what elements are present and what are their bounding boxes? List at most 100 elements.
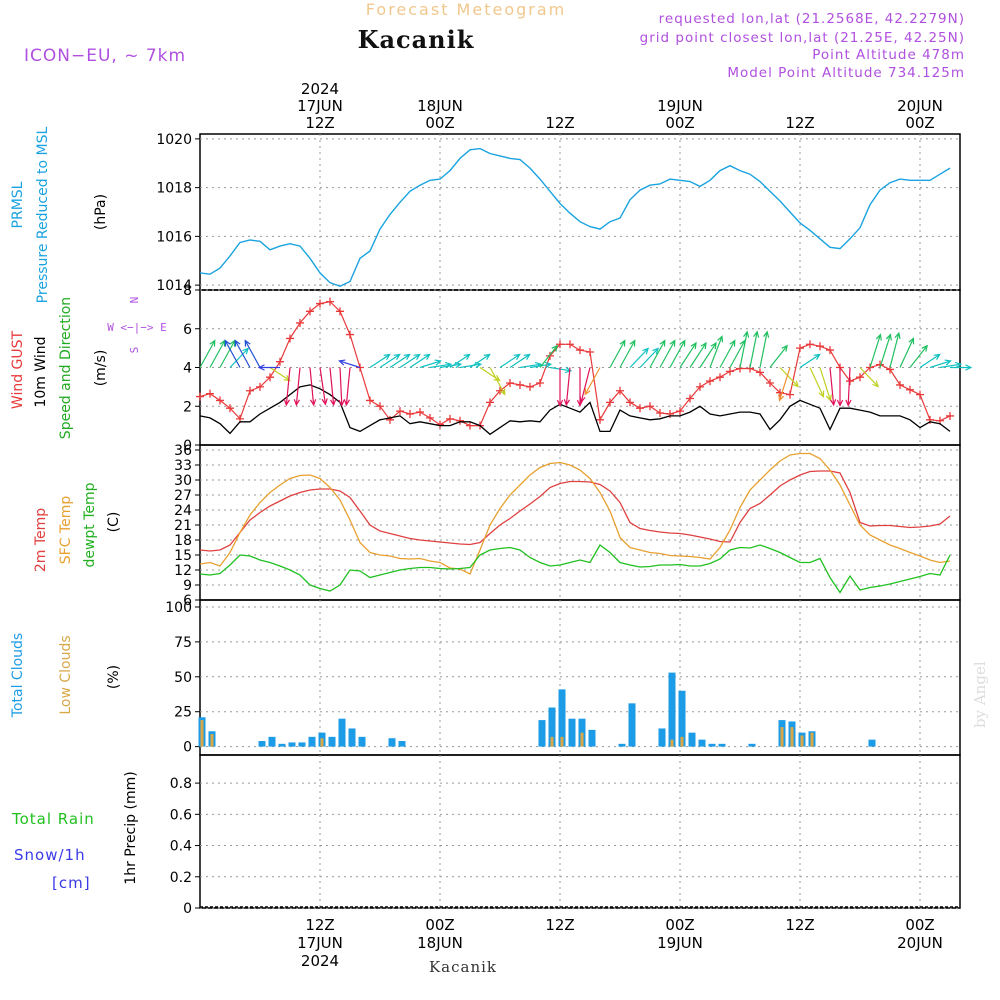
wind-arrowhead: [403, 353, 411, 360]
gust-point: [766, 379, 774, 387]
total-cloud-bar: [258, 741, 266, 747]
y-tick-label: 0: [183, 438, 192, 454]
wind-arrowhead: [690, 341, 697, 350]
bottom-time-label: 17JUN: [297, 934, 343, 952]
wind-arrowhead: [257, 364, 265, 371]
wind-arrowhead: [875, 333, 882, 341]
total-cloud-bar: [578, 718, 586, 747]
total-cloud-bar: [268, 736, 276, 747]
total-cloud-bar: [558, 689, 566, 747]
y-tick-label: 24: [174, 503, 192, 519]
gust-point: [456, 416, 464, 425]
pressure-line: [199, 147, 951, 288]
gust-point: [346, 330, 354, 339]
wind-arrow: [229, 348, 249, 368]
y-tick-label: 0.2: [170, 870, 192, 886]
pressure-unit: (hPa): [93, 194, 109, 230]
total-cloud-bar: [338, 718, 346, 747]
wind-arrowhead: [329, 399, 337, 407]
total-cloud-bar: [328, 736, 336, 747]
rain-legend: Total Rain: [11, 810, 95, 828]
wind-arrowhead: [434, 359, 442, 366]
gust-point: [576, 346, 584, 355]
y-tick-label: 15: [174, 548, 192, 564]
gridpoint-coords: grid point closest lon,lat (21.25E, 42.2…: [640, 30, 965, 46]
gust-point: [196, 392, 204, 401]
gust-point: [246, 386, 254, 395]
gust-point: [806, 340, 814, 349]
wind-arrowhead: [321, 398, 328, 406]
y-tick-label: 27: [174, 488, 192, 504]
top-time-label: 12Z: [545, 114, 574, 132]
wind-arrow: [234, 340, 251, 368]
y-tick-label: 0.4: [170, 839, 192, 855]
total-cloud-title: Total Clouds: [10, 633, 26, 718]
wind-arrowhead: [679, 339, 686, 347]
total-cloud-bar: [628, 703, 636, 747]
total-cloud-bar: [348, 728, 356, 747]
total-cloud-bar: [678, 690, 686, 747]
gust-point: [666, 410, 674, 418]
wind-arrow: [769, 345, 788, 368]
gust-point: [626, 398, 634, 407]
wind-arrow: [369, 354, 390, 369]
gust-point: [676, 407, 684, 416]
gust-point: [706, 377, 714, 386]
direction-title: Speed and Direction: [58, 297, 74, 439]
gust-point: [256, 382, 264, 391]
temp-2m-title: 2m Temp: [33, 508, 49, 572]
gust-point: [916, 390, 924, 399]
wind-arrow: [209, 340, 226, 368]
wind-arrowhead: [700, 341, 707, 350]
low-cloud-bar: [780, 727, 784, 747]
wind-arrowhead: [463, 353, 471, 360]
gust-point: [536, 379, 544, 387]
total-cloud-bar: [568, 718, 576, 747]
wind-arrowhead: [544, 361, 553, 369]
low-cloud-bar: [670, 739, 674, 747]
wind-arrow: [529, 363, 551, 369]
total-cloud-bar: [288, 742, 296, 747]
gust-point: [756, 368, 764, 377]
wind-arrow: [329, 367, 335, 405]
wind-arrow: [244, 340, 261, 368]
wind-arrow: [899, 338, 914, 368]
wind-arrowhead: [234, 339, 241, 347]
wind-arrow: [439, 363, 461, 369]
y-tick-label: 0: [183, 901, 192, 917]
total-cloud-bar: [868, 739, 876, 747]
wind-arrowhead: [642, 347, 650, 355]
wind-arrowhead: [743, 330, 750, 338]
y-tick-label: 0.6: [170, 807, 192, 823]
gust-point: [216, 396, 224, 405]
gust-point: [336, 307, 344, 316]
y-tick-label: 18: [174, 533, 192, 549]
y-tick-label: 25: [174, 705, 192, 721]
wind-arrowhead: [813, 353, 821, 360]
compass-west-east: W <−|−> E: [107, 321, 167, 334]
low-cloud-bar: [580, 732, 584, 747]
low-cloud-bar: [320, 738, 324, 747]
gust-point: [516, 380, 524, 389]
gust-point: [716, 373, 724, 382]
wind-arrow: [909, 345, 928, 368]
wind-arrow: [345, 367, 351, 405]
y-tick-label: 4: [183, 361, 192, 377]
wind-arrow: [419, 360, 441, 369]
wind-arrowhead: [908, 337, 915, 345]
wind-arrowhead: [872, 380, 880, 388]
wind-arrowhead: [781, 344, 788, 352]
gust-point: [686, 394, 694, 403]
total-cloud-bar: [718, 743, 726, 747]
y-tick-label: 30: [174, 473, 192, 489]
top-time-label: 19JUN: [657, 97, 703, 115]
total-cloud-bar: [658, 728, 666, 747]
wind-arrow: [847, 367, 851, 406]
gust-point: [316, 299, 324, 308]
top-time-label: 00Z: [665, 114, 694, 132]
gust-line: [199, 300, 951, 427]
total-cloud-bar: [278, 743, 286, 747]
sfc-temp-title: SFC Temp: [58, 496, 74, 565]
footer-location: Kacanik: [429, 958, 497, 976]
